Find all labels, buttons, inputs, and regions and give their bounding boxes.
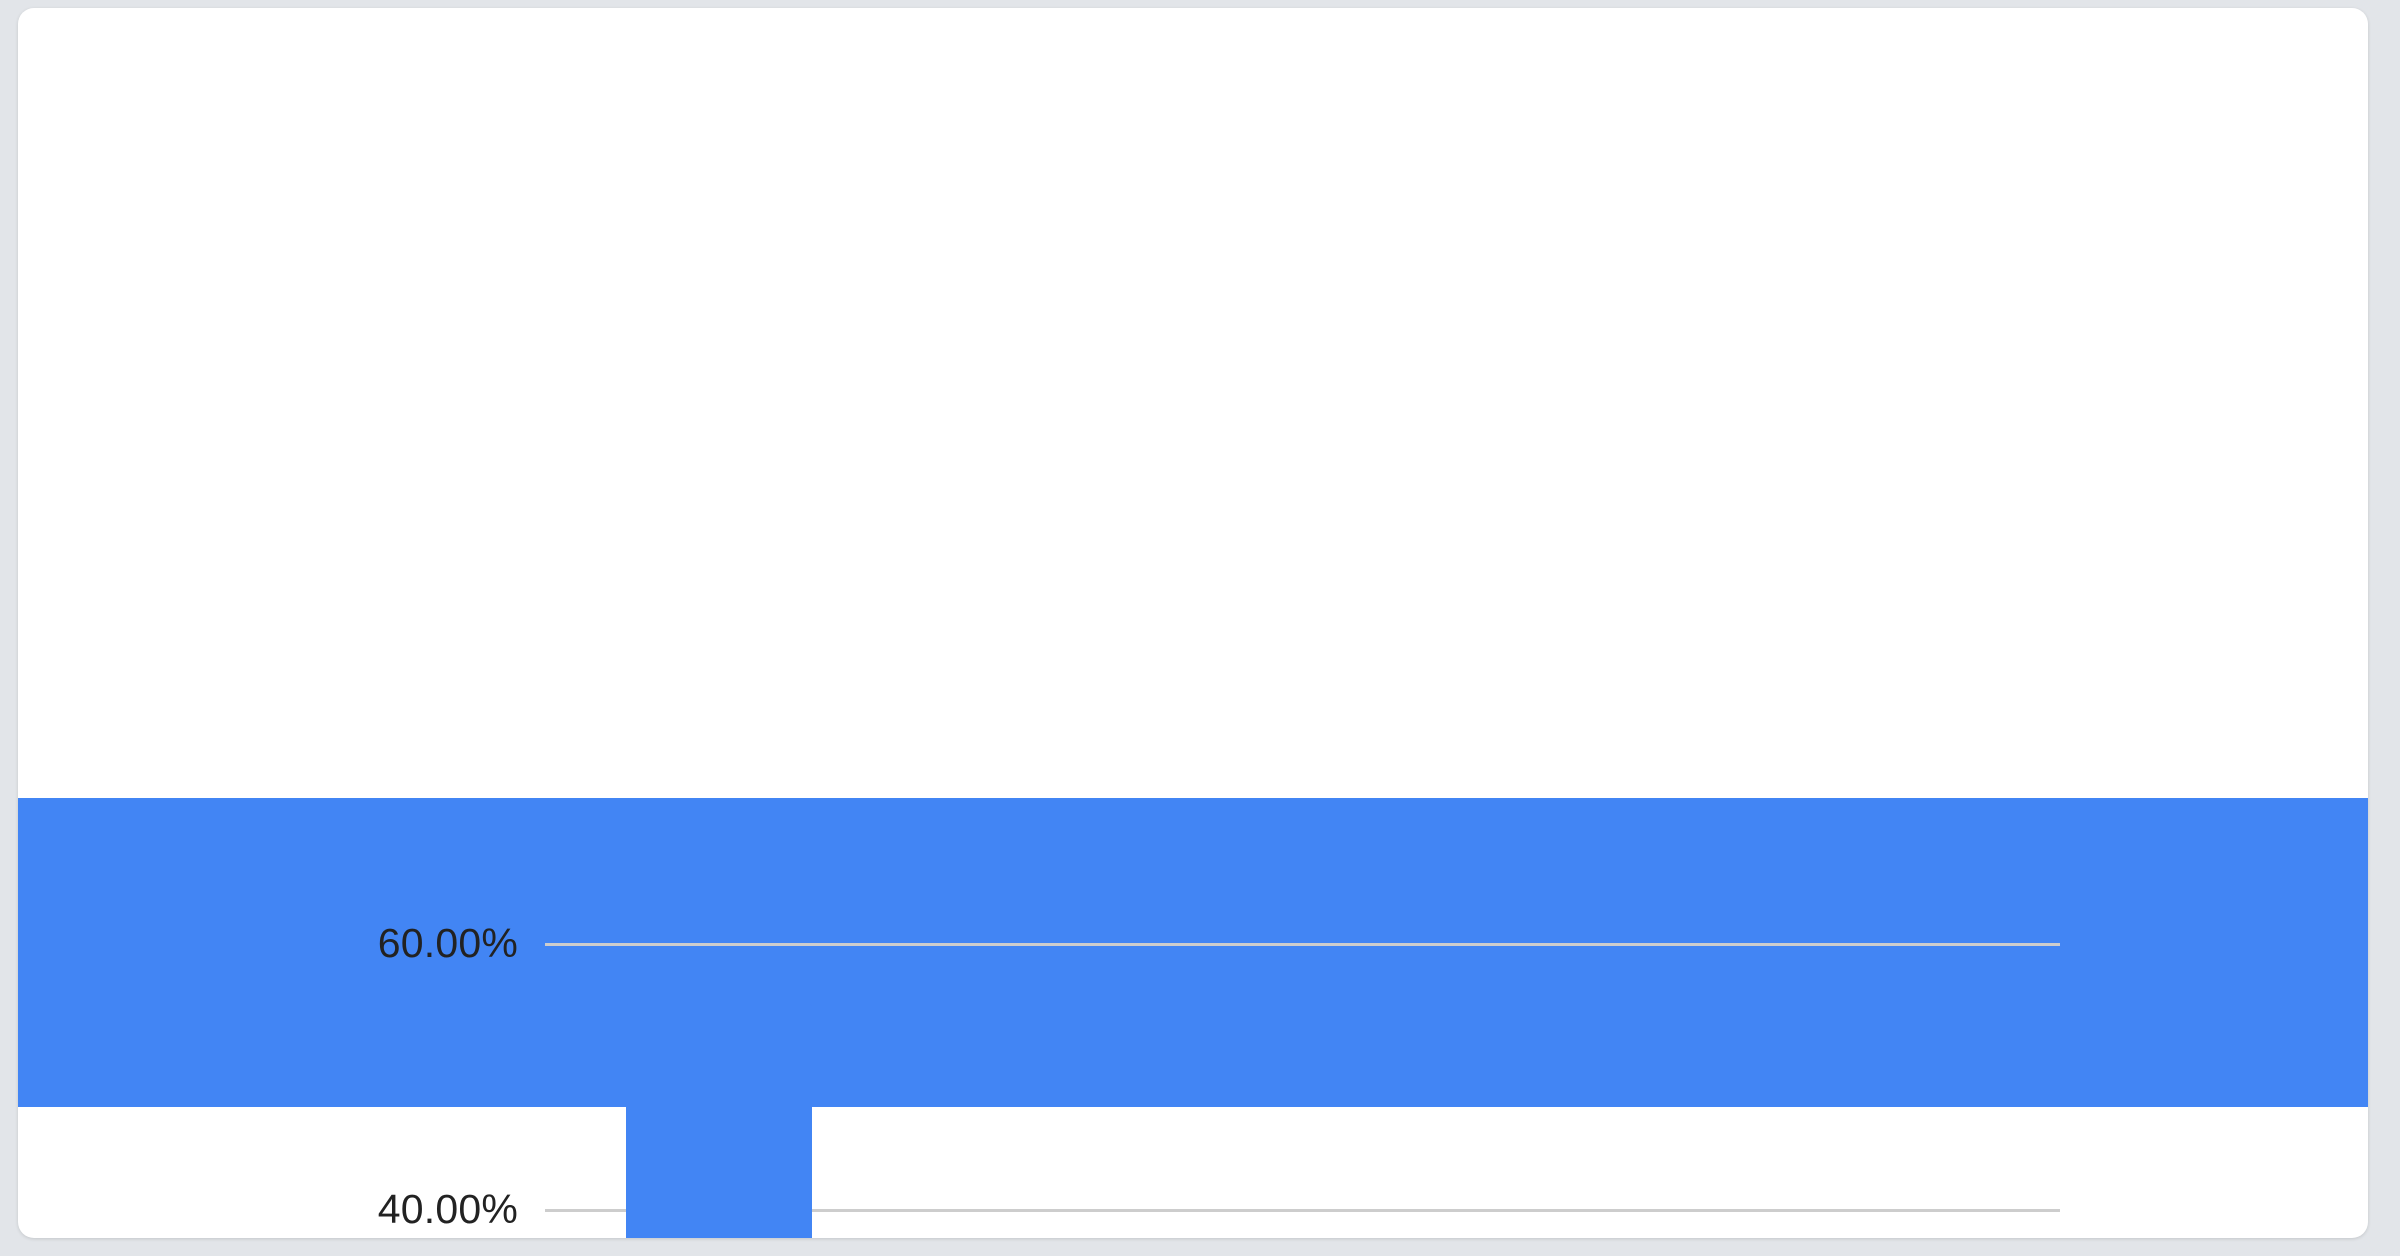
bar-group [18, 798, 2368, 1238]
bar-chart: 60.00% 40.00% 20.00% 0.00% 0 (I’m just [18, 798, 2368, 1238]
bar-0[interactable] [626, 1004, 812, 1238]
y-tick-label-40: 40.00% [377, 1186, 518, 1232]
gridline-40 [545, 1209, 2060, 1212]
gridline-60 [545, 943, 2060, 946]
chart-card: 60.00% 40.00% 20.00% 0.00% 0 (I’m just [18, 8, 2368, 1238]
y-tick-label-60: 60.00% [377, 920, 518, 966]
